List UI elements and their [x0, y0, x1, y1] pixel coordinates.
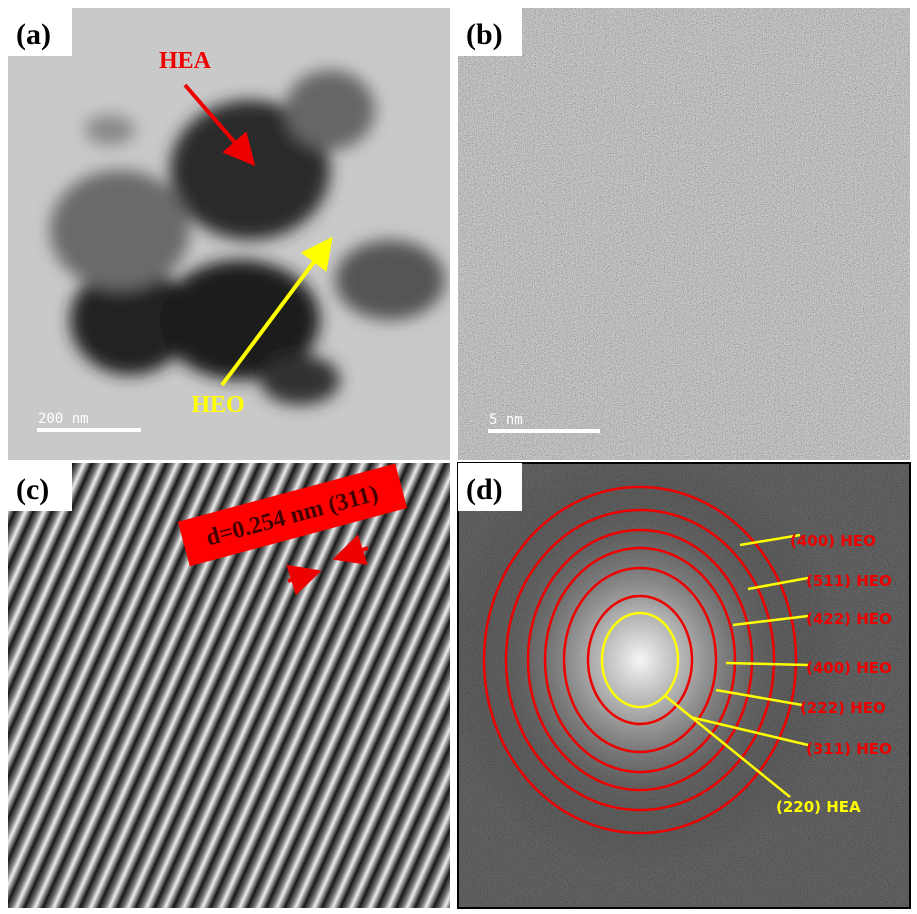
- ring-label: (400) HEO: [790, 532, 876, 550]
- hea-label: HEA: [159, 48, 212, 74]
- panel-d: (400) HEO (511) HEO (422) HEO (400) HEO …: [440, 450, 910, 908]
- heo-label: HEO: [191, 392, 244, 418]
- panel-label: (b): [466, 18, 503, 51]
- panel-label: (c): [16, 473, 49, 506]
- panel-label: (a): [16, 18, 51, 51]
- panel-label: (d): [466, 473, 503, 506]
- ring-label: (511) HEO: [806, 572, 892, 590]
- panel-a: HEA HEO 200 nm: [8, 8, 450, 460]
- ring-label: (422) HEO: [806, 610, 892, 628]
- ring-label: (311) HEO: [806, 740, 892, 758]
- ring-label: (220) HEA: [776, 798, 861, 816]
- ring-label: (222) HEO: [800, 699, 886, 717]
- figure: HEA HEO 200 nm (a) 5 nm (b) d=0.254 nm (…: [0, 0, 917, 914]
- panel-c: d=0.254 nm (311): [8, 463, 450, 908]
- ring-label: (400) HEO: [806, 659, 892, 677]
- scale-bar-label: 5 nm: [489, 412, 523, 428]
- panel-b: 5 nm: [458, 8, 910, 460]
- scale-bar-label: 200 nm: [38, 411, 89, 427]
